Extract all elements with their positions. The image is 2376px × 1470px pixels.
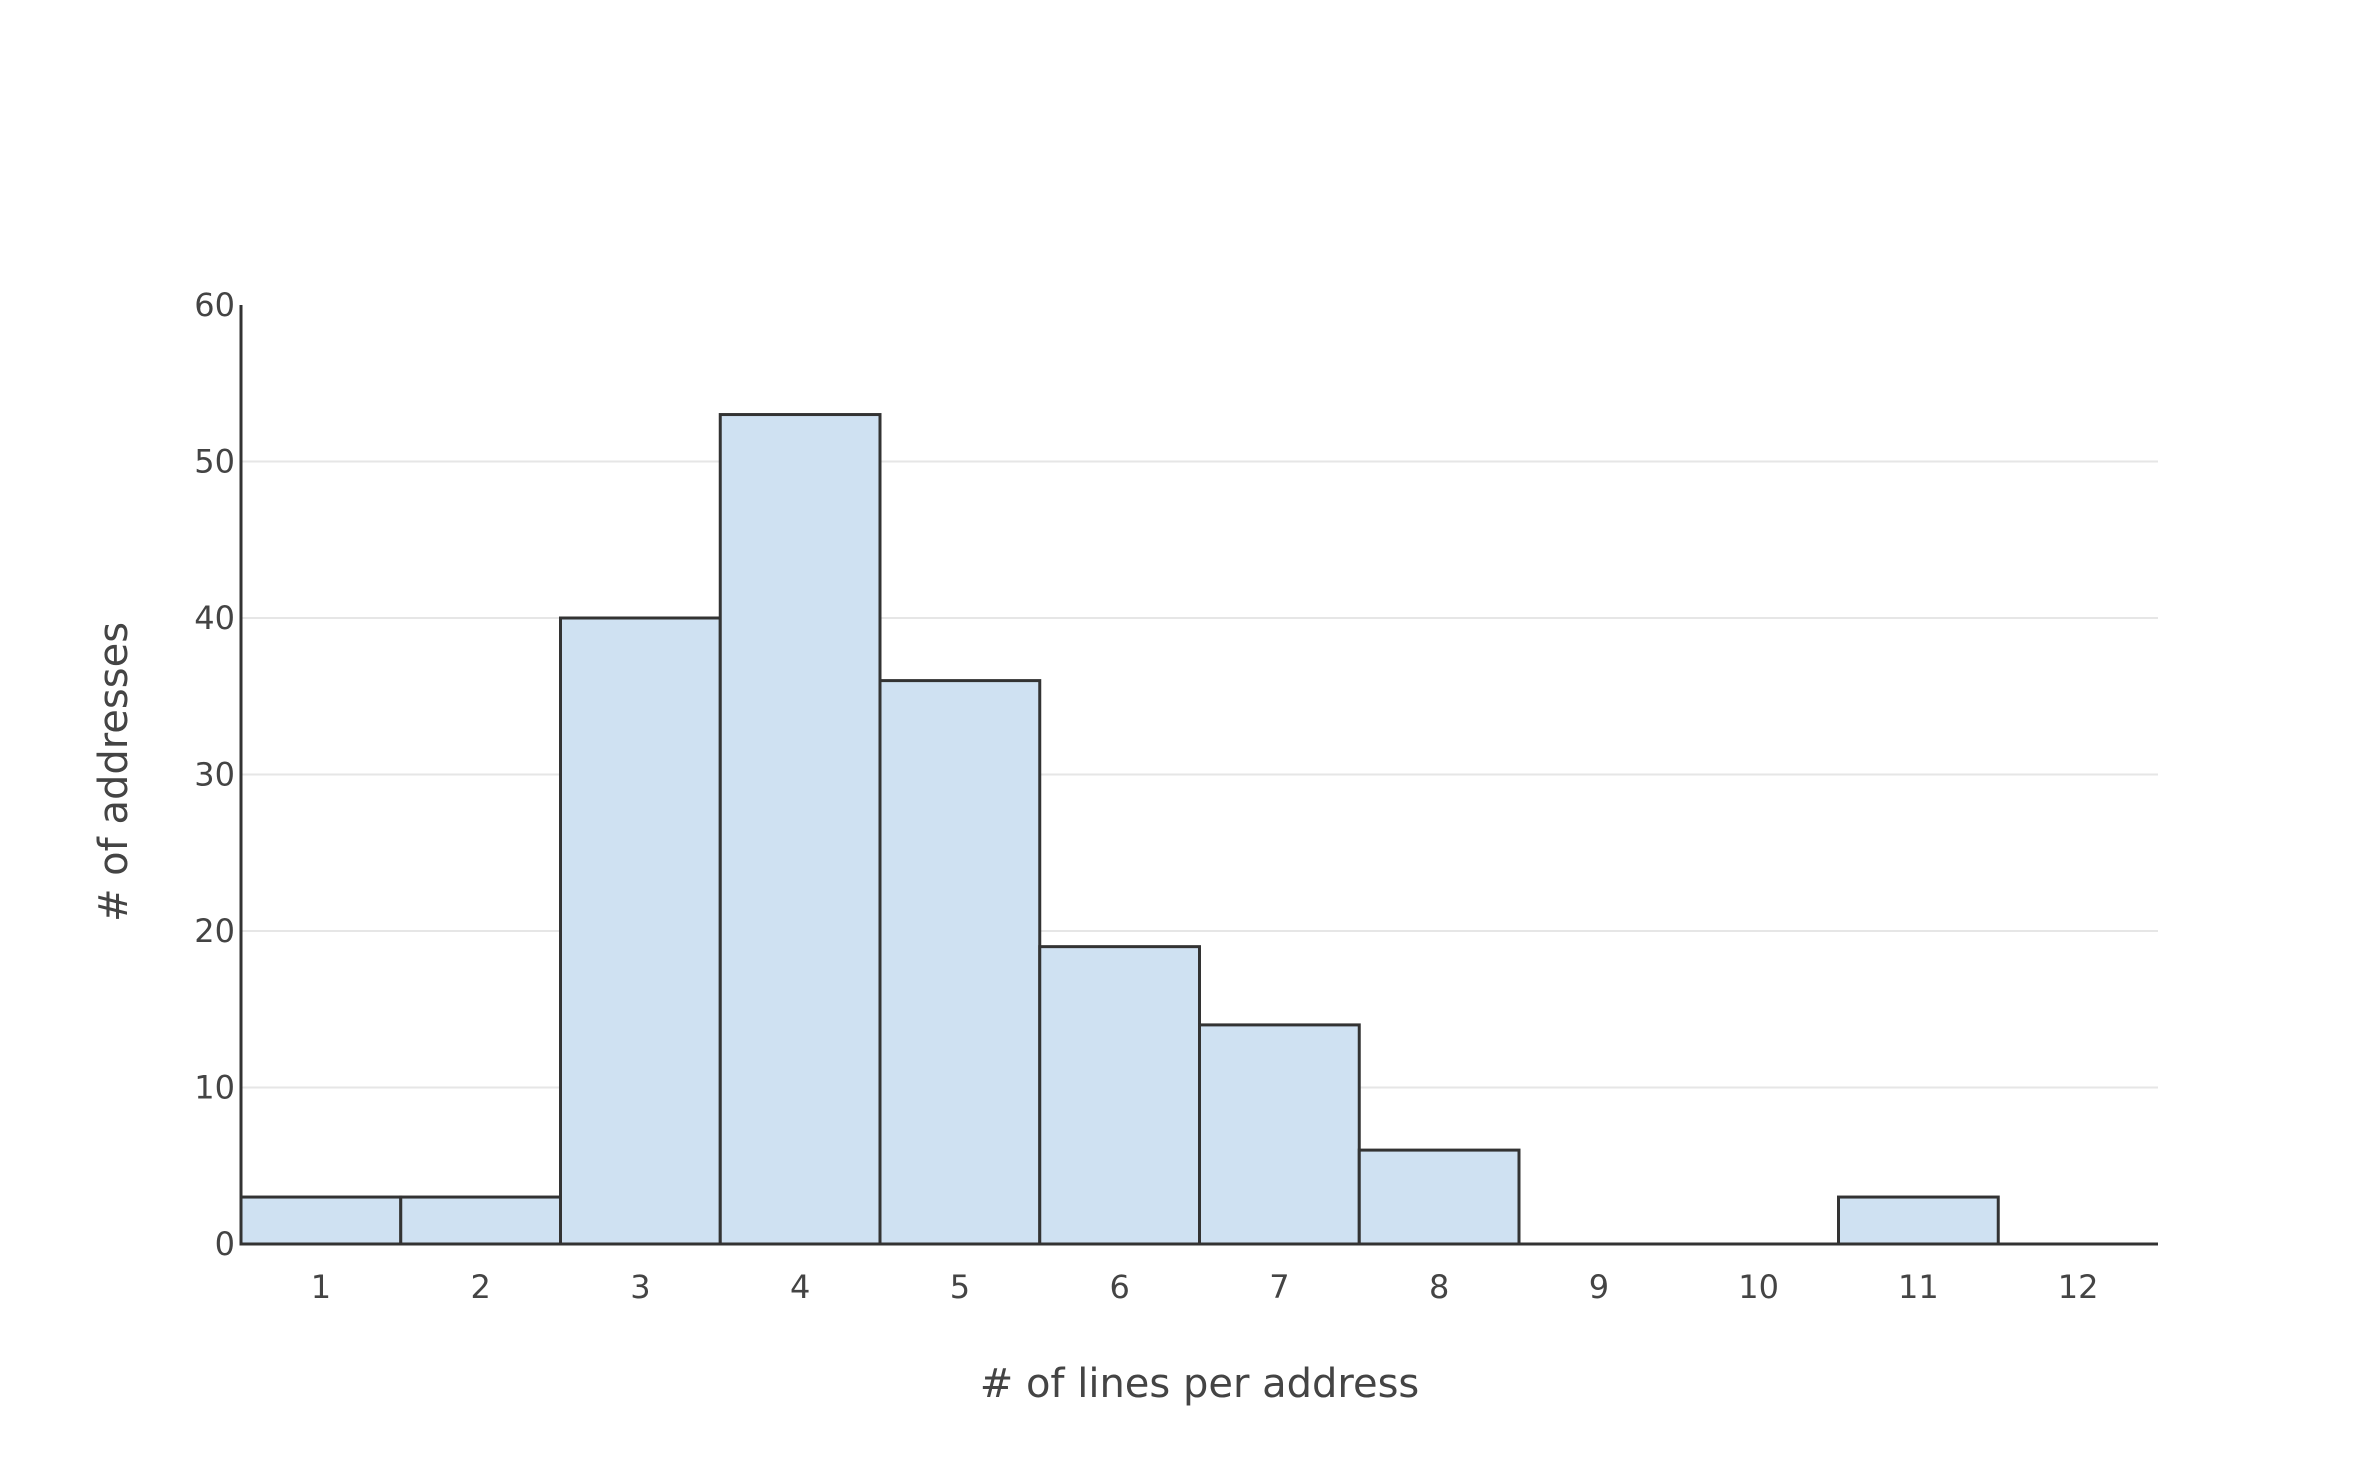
- x-tick-label: 6: [1109, 1268, 1129, 1306]
- bar: [1837, 1195, 2000, 1246]
- x-tick-label: 12: [2058, 1268, 2099, 1306]
- x-tick-label: 4: [790, 1268, 810, 1306]
- y-tick-label: 10: [194, 1069, 235, 1107]
- x-tick-label: 8: [1429, 1268, 1449, 1306]
- bar: [878, 679, 1042, 1246]
- y-tick-label: 40: [194, 599, 235, 637]
- bars: [239, 413, 2000, 1246]
- y-tick-labels: 0 10 20 30 40 50 60: [194, 286, 235, 1263]
- x-tick-label: 9: [1589, 1268, 1609, 1306]
- bar: [399, 1195, 562, 1246]
- x-tick-label: 1: [311, 1268, 331, 1306]
- bar: [559, 616, 722, 1246]
- x-axis-title: # of lines per address: [980, 1361, 1420, 1407]
- y-tick-label: 50: [194, 443, 235, 481]
- axes: [239, 305, 2158, 1246]
- x-tick-label: 2: [470, 1268, 490, 1306]
- y-tick-label: 30: [194, 756, 235, 794]
- x-tick-label: 7: [1269, 1268, 1289, 1306]
- x-tick-label: 3: [630, 1268, 650, 1306]
- y-tick-label: 60: [194, 286, 235, 324]
- x-tick-label: 10: [1738, 1268, 1779, 1306]
- bar: [718, 413, 882, 1246]
- x-tick-labels: 1 2 3 4 5 6 7 8 9 10 11 12: [311, 1268, 2099, 1306]
- y-axis-title: # of addresses: [91, 622, 137, 922]
- y-tick-label: 20: [194, 912, 235, 950]
- bar: [239, 1195, 403, 1246]
- y-tick-label: 0: [215, 1225, 235, 1263]
- bar: [1038, 945, 1201, 1246]
- x-tick-label: 5: [950, 1268, 970, 1306]
- bar: [1198, 1023, 1361, 1246]
- bar: [1357, 1148, 1521, 1246]
- x-tick-label: 11: [1898, 1268, 1939, 1306]
